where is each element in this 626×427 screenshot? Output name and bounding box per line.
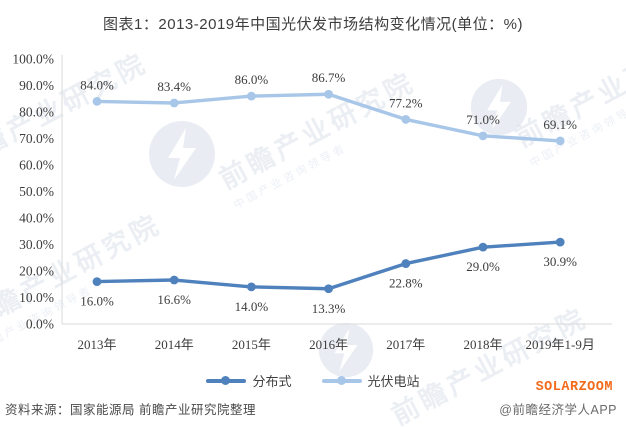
y-tick-label: 20.0% [19, 264, 54, 279]
chart-title: 图表1：2013-2019年中国光伏发市场结构变化情况(单位：%) [103, 16, 523, 33]
x-tick-label: 2019年1-9月 [526, 337, 595, 352]
data-point [92, 97, 102, 106]
data-point [247, 91, 256, 101]
data-label: 71.0% [466, 112, 500, 127]
data-label: 22.8% [389, 276, 423, 291]
data-point [555, 237, 565, 247]
data-point [478, 242, 488, 252]
y-tick-label: 70.0% [19, 131, 54, 146]
x-tick-label: 2018年 [463, 337, 502, 352]
y-tick-label: 100.0% [12, 52, 54, 67]
legend-item-分布式: 分布式 [206, 371, 292, 390]
data-point [324, 284, 333, 294]
data-point [169, 98, 179, 108]
data-point [401, 115, 411, 124]
x-tick-label: 2013年 [77, 337, 116, 352]
data-label: 16.0% [80, 294, 114, 309]
chart-legend: 分布式 光伏电站 [0, 371, 626, 390]
legend-marker-icon [321, 376, 362, 385]
data-label: 83.4% [157, 79, 191, 94]
brand-logo-solarzoom: SOLARZOOM [535, 380, 613, 395]
data-point [92, 277, 102, 286]
x-tick-label: 2015年 [232, 337, 271, 352]
y-tick-label: 0.0% [26, 317, 54, 332]
y-tick-label: 80.0% [19, 105, 54, 120]
data-label: 16.6% [157, 292, 191, 307]
legend-item-光伏电站: 光伏电站 [321, 371, 420, 390]
x-tick-label: 2017年 [386, 337, 425, 352]
data-label: 13.3% [312, 301, 346, 316]
data-label: 14.0% [235, 299, 269, 314]
y-tick-label: 50.0% [19, 184, 54, 199]
legend-marker-icon [206, 376, 247, 385]
data-label: 69.1% [543, 117, 577, 132]
data-label: 84.0% [80, 77, 114, 92]
data-point [401, 259, 411, 268]
y-tick-label: 90.0% [19, 78, 54, 93]
y-tick-label: 40.0% [19, 211, 54, 226]
data-point [555, 136, 565, 146]
legend-label: 分布式 [252, 374, 292, 389]
source-note: 资料来源：国家能源局 前瞻产业研究院整理 [5, 403, 256, 417]
data-label: 30.9% [543, 254, 577, 269]
data-point [169, 275, 179, 285]
data-point [478, 131, 488, 141]
data-point [247, 282, 256, 292]
y-tick-label: 60.0% [19, 158, 54, 173]
data-label: 29.0% [466, 259, 500, 274]
y-tick-label: 10.0% [19, 290, 54, 305]
data-label: 86.0% [235, 72, 269, 87]
credit-text: @前瞻经济学人APP [499, 403, 617, 417]
x-tick-label: 2014年 [155, 337, 194, 352]
x-tick-label: 2016年 [309, 337, 348, 352]
data-label: 86.7% [312, 70, 346, 85]
data-label: 77.2% [389, 95, 423, 110]
y-tick-label: 30.0% [19, 237, 54, 252]
data-point [324, 89, 333, 99]
legend-label: 光伏电站 [367, 374, 420, 389]
